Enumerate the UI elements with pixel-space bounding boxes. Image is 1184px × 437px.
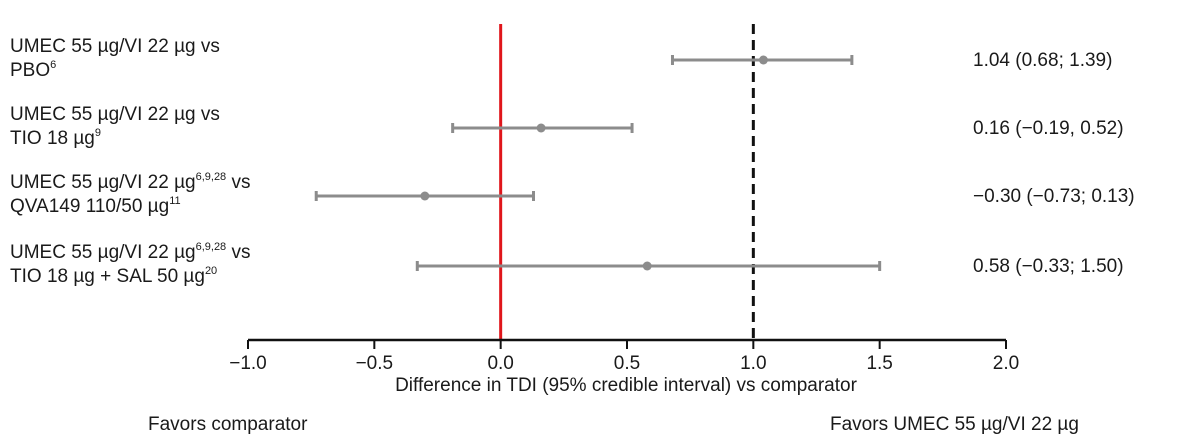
row-label-line1: UMEC 55 µg/VI 22 µg vs [10, 104, 220, 125]
row-label-line1: UMEC 55 µg/VI 22 µg6,9,28 vs [10, 171, 250, 193]
row-label-line2-text: QVA149 110/50 µg [10, 196, 169, 217]
row-label-line2-text: TIO 18 µg + SAL 50 µg [10, 266, 205, 287]
x-tick-label: −1.0 [229, 353, 267, 374]
x-tick-label: 0.5 [614, 353, 640, 374]
x-tick-label: 0.0 [487, 353, 513, 374]
favors-umec-label: Favors UMEC 55 µg/VI 22 µg [830, 414, 1079, 435]
x-axis: −1.0 −0.5 0.0 0.5 1.0 1.5 2.0 [229, 338, 1019, 374]
row-label-line1: UMEC 55 µg/VI 22 µg6,9,28 vs [10, 241, 250, 263]
row-label-line1-tail: vs [226, 242, 250, 263]
row-label-line2-sup: 20 [205, 265, 217, 277]
row-label-line2-sup: 11 [169, 195, 180, 207]
row-label-line2-sup: 9 [95, 127, 101, 139]
row-label-line2-sup: 6 [50, 59, 56, 71]
favors-comparator-label: Favors comparator [148, 414, 308, 435]
row-label-line1: UMEC 55 µg/VI 22 µg vs [10, 36, 220, 57]
row-label-line2: TIO 18 µg9 [10, 127, 101, 149]
row-value-label: −0.30 (−0.73; 0.13) [973, 186, 1135, 207]
row-label-line1-tail: vs [226, 172, 250, 193]
row-label-line1-text: UMEC 55 µg/VI 22 µg [10, 242, 196, 263]
row-label-line2: QVA149 110/50 µg11 [10, 195, 181, 217]
x-axis-label: Difference in TDI (95% credible interval… [395, 375, 857, 396]
x-tick-label: −0.5 [356, 353, 394, 374]
row-label-line1-text: UMEC 55 µg/VI 22 µg vs [10, 104, 220, 125]
row-label-line1-text: UMEC 55 µg/VI 22 µg [10, 172, 196, 193]
point-estimate [536, 123, 546, 133]
row-value-label: 0.16 (−0.19, 0.52) [973, 118, 1124, 139]
x-tick-label: 2.0 [993, 353, 1019, 374]
x-tick-label: 1.5 [866, 353, 892, 374]
x-tick-label: 1.0 [740, 353, 766, 374]
point-estimate [642, 261, 652, 271]
row-value-label: 0.58 (−0.33; 1.50) [973, 256, 1124, 277]
row-value-label: 1.04 (0.68; 1.39) [973, 50, 1112, 71]
row-label-line1-sup: 6,9,28 [196, 241, 227, 253]
row-label-line2-text: TIO 18 µg [10, 128, 95, 149]
row-label-line2: PBO6 [10, 59, 56, 81]
row-label-line1-sup: 6,9,28 [196, 171, 227, 183]
point-estimate [420, 191, 430, 201]
row-label-line1-text: UMEC 55 µg/VI 22 µg vs [10, 36, 220, 57]
point-estimate [758, 55, 768, 65]
row-label-line2-text: PBO [10, 60, 50, 81]
row-label-line2: TIO 18 µg + SAL 50 µg20 [10, 265, 217, 287]
